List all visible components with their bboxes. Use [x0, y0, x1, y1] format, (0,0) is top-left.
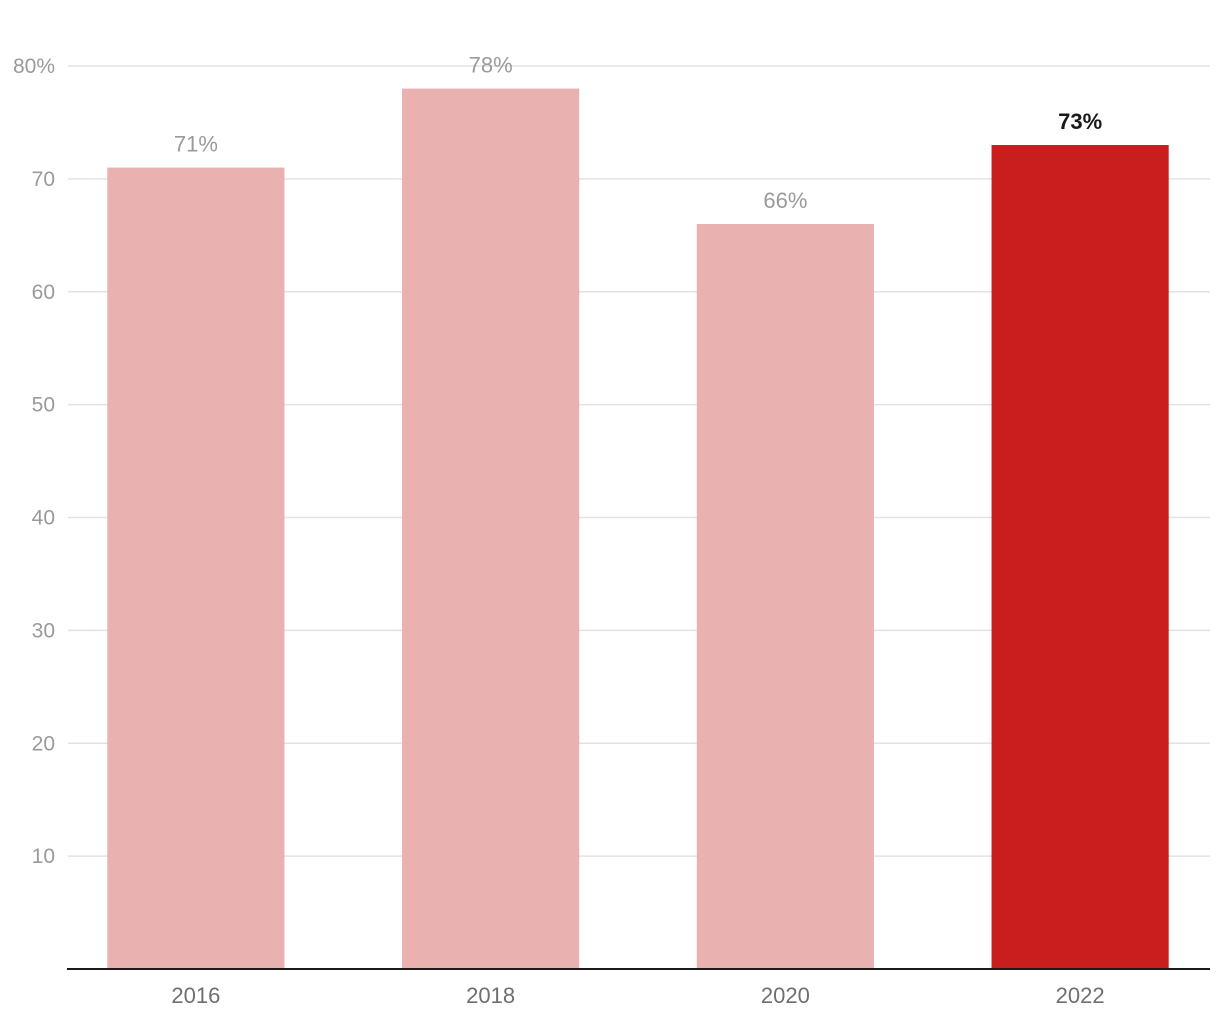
data-label-2016: 71%	[174, 132, 218, 157]
x-tick-label-2018: 2018	[466, 983, 515, 1008]
value-labels: 71% 78% 66% 73%	[174, 53, 1102, 213]
y-tick-label: 60	[32, 281, 55, 304]
bar-2022	[991, 145, 1169, 969]
bars	[107, 88, 1169, 969]
y-tick-label: 10	[32, 845, 55, 868]
y-tick-label: 20	[32, 732, 55, 755]
data-label-2020: 66%	[763, 188, 807, 213]
y-tick-label: 70	[32, 168, 55, 191]
bar-2016	[107, 167, 285, 969]
y-tick-label: 50	[32, 394, 55, 417]
x-tick-label-2020: 2020	[761, 983, 810, 1008]
y-tick-label: 40	[32, 507, 55, 530]
bar-2020	[696, 224, 874, 969]
bar-2018	[402, 88, 580, 969]
y-tick-label: 80%	[13, 55, 55, 78]
x-tick-label-2016: 2016	[171, 983, 220, 1008]
data-label-2018: 78%	[469, 53, 513, 78]
y-tick-label: 30	[32, 619, 55, 642]
data-label-2022: 73%	[1058, 109, 1102, 134]
x-tick-label-2022: 2022	[1056, 983, 1105, 1008]
axes: 10 20 30 40 50 60 70 80% 2016 2018 2020 2022	[13, 55, 1210, 1008]
